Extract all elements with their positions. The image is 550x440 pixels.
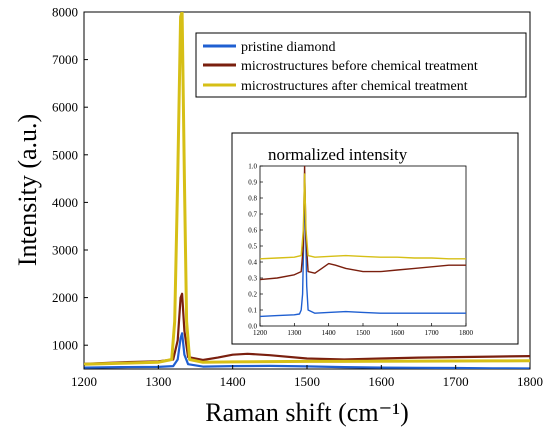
inset-x-tick-label-1600: 1600: [390, 329, 405, 337]
series-line-2: [84, 12, 530, 366]
y-tick-label-6000: 6000: [52, 100, 78, 115]
x-tick-label-1300: 1300: [145, 374, 171, 389]
legend-box: [195, 32, 527, 98]
legend-label-pristine: pristine diamond: [241, 40, 336, 55]
inset-box: [231, 132, 519, 345]
inset-x-tick-label-1500: 1500: [356, 329, 371, 337]
x-tick-label-1600: 1600: [368, 374, 394, 389]
y-tick-label-5000: 5000: [52, 147, 78, 162]
inset-y-tick-label-2: 0.2: [248, 291, 257, 299]
x-tick-label-1500: 1500: [294, 374, 320, 389]
inset-x-tick-label-1700: 1700: [425, 329, 440, 337]
y-tick-label-8000: 8000: [52, 5, 78, 20]
y-tick-label-2000: 2000: [52, 290, 78, 305]
inset-x-tick-label-1200: 1200: [253, 329, 268, 337]
legend-label-after: microstructures after chemical treatment: [241, 79, 468, 94]
inset-y-tick-label-9: 0.9: [248, 179, 257, 187]
inset-series-group: [260, 166, 466, 318]
inset-y-tick-label-4: 0.4: [248, 259, 257, 267]
inset-chart: normalized intensity 1200 1300 1400 1500 160…: [231, 132, 519, 345]
inset-x-tick-label-1300: 1300: [287, 329, 302, 337]
inset-y-tick-label-6: 0.6: [248, 227, 257, 235]
inset-y-tick-label-0: 0.0: [248, 323, 257, 331]
y-tick-label-1000: 1000: [52, 338, 78, 353]
y-axis-title: Intensity (a.u.): [13, 114, 42, 266]
x-axis-title: Raman shift (cm⁻¹): [205, 398, 408, 427]
main-axis-ticks: 1200 1300 1400 1500 1600 1700 1800 1000 2000 3000…: [52, 5, 543, 390]
legend: pristine diamond microstructures before …: [195, 32, 527, 98]
y-tick-label-4000: 4000: [52, 195, 78, 210]
inset-y-tick-label-5: 0.5: [248, 243, 257, 251]
main-series-group: [84, 12, 530, 369]
inset-series-line-0: [260, 189, 466, 318]
inset-x-tick-label-1800: 1800: [459, 329, 474, 337]
y-tick-label-7000: 7000: [52, 52, 78, 67]
inset-y-tick-label-7: 0.7: [248, 211, 257, 219]
y-tick-label-3000: 3000: [52, 243, 78, 258]
inset-series-line-2: [260, 173, 466, 260]
inset-y-tick-label-3: 0.3: [248, 275, 257, 283]
inset-y-tick-label-1: 0.1: [248, 307, 257, 315]
inset-x-tick-label-1400: 1400: [322, 329, 337, 337]
inset-series-line-1: [260, 166, 466, 281]
series-line-1: [84, 292, 530, 365]
x-tick-label-1800: 1800: [517, 374, 543, 389]
legend-label-before: microstructures before chemical treatmen…: [241, 59, 478, 74]
inset-title: normalized intensity: [268, 145, 408, 164]
series-line-0: [84, 332, 530, 369]
inset-axis-ticks: 1200 1300 1400 1500 1600 1700 1800 0.0 0.1 0.2 0.3…: [248, 163, 473, 338]
inset-y-tick-label-8: 0.8: [248, 195, 257, 203]
inset-y-tick-label-10: 1.0: [248, 163, 257, 171]
x-tick-label-1200: 1200: [71, 374, 97, 389]
x-tick-label-1400: 1400: [220, 374, 246, 389]
x-tick-label-1700: 1700: [443, 374, 469, 389]
